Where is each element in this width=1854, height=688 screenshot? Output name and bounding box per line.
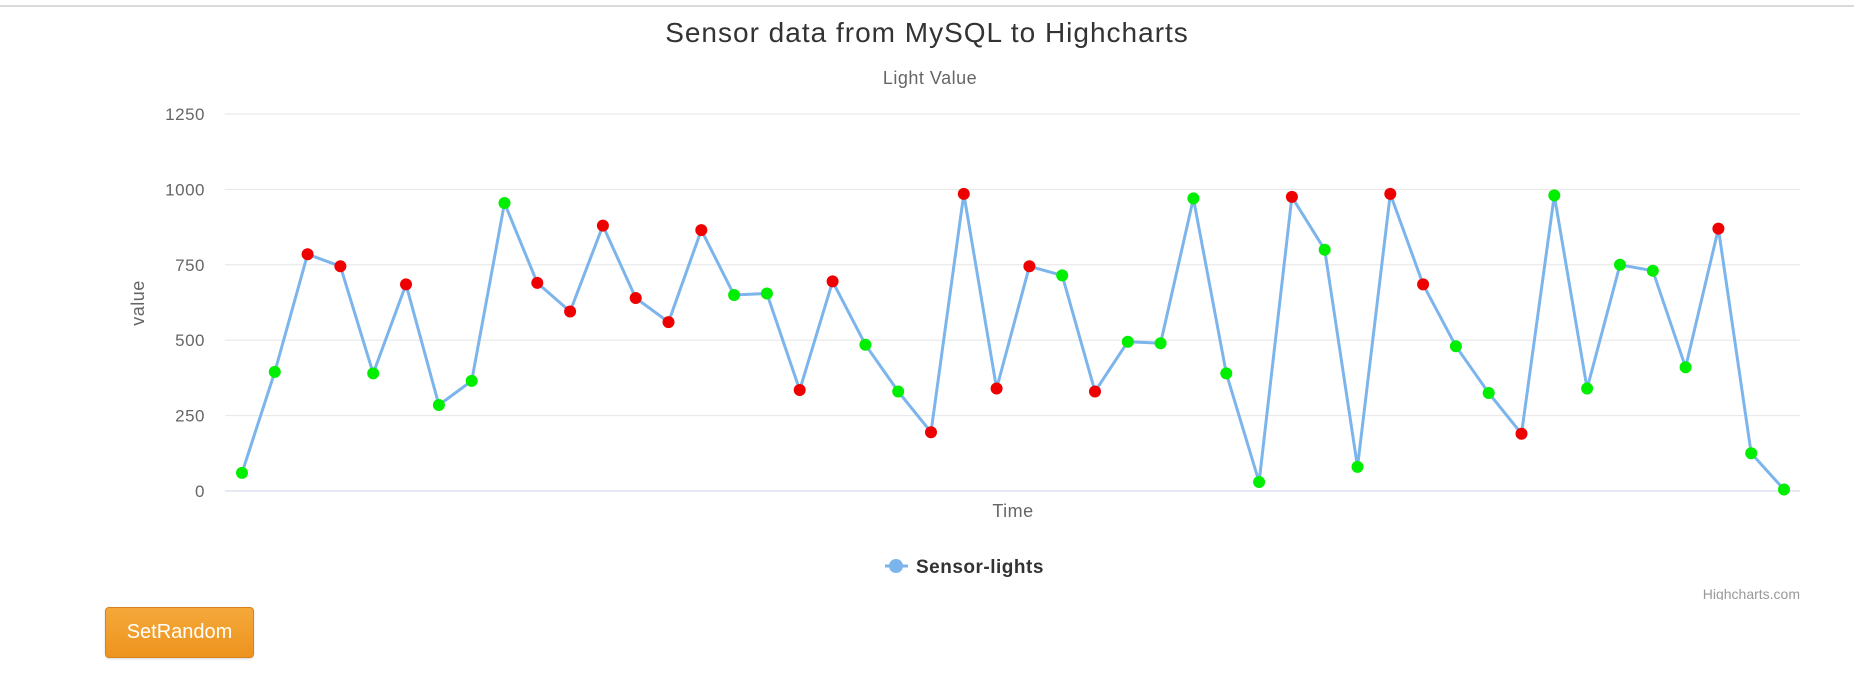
data-point[interactable] [1745, 447, 1758, 460]
data-point[interactable] [596, 219, 609, 232]
y-tick-label: 750 [175, 256, 205, 275]
data-point[interactable] [629, 292, 642, 304]
data-point[interactable] [662, 316, 675, 329]
data-point[interactable] [1023, 260, 1036, 273]
data-point[interactable] [1253, 476, 1266, 488]
sensor-chart: Sensor data from MySQL to Highcharts Lig… [128, 17, 1800, 600]
data-point[interactable] [859, 338, 872, 351]
legend-item-sensor-lights[interactable]: Sensor-lights [916, 557, 1044, 578]
data-point[interactable] [268, 365, 281, 378]
data-point[interactable] [301, 248, 314, 261]
data-point[interactable] [1417, 278, 1430, 291]
series-line-sensor-lights [240, 192, 1786, 491]
data-point[interactable] [1089, 385, 1101, 398]
data-point[interactable] [432, 399, 445, 411]
y-tick-labels: 0 250 500 750 1000 1250 [165, 105, 205, 501]
data-point[interactable] [1778, 483, 1790, 496]
data-point[interactable] [957, 187, 970, 200]
data-point[interactable] [334, 260, 347, 273]
chart-subtitle: Light Value [883, 68, 977, 88]
data-point[interactable] [925, 426, 937, 439]
data-point[interactable] [1548, 189, 1561, 202]
data-point[interactable] [367, 367, 380, 380]
y-tick-label: 1250 [165, 105, 205, 124]
data-point[interactable] [531, 276, 544, 289]
y-axis-title: value [128, 280, 148, 326]
data-point[interactable] [1285, 190, 1298, 203]
data-point[interactable] [1679, 361, 1692, 374]
data-point[interactable] [1220, 367, 1233, 380]
data-point[interactable] [465, 374, 478, 387]
data-point[interactable] [1482, 387, 1495, 399]
data-point[interactable] [236, 466, 248, 479]
data-point[interactable] [498, 197, 511, 209]
y-gridlines [225, 113, 1800, 417]
data-point[interactable] [1515, 427, 1528, 440]
set-random-button[interactable]: SetRandom [105, 607, 254, 658]
y-tick-label: 0 [195, 482, 205, 501]
data-point[interactable] [1121, 335, 1134, 348]
data-point[interactable] [1449, 340, 1462, 353]
data-points [236, 187, 1790, 496]
data-point[interactable] [564, 305, 577, 318]
data-point[interactable] [1581, 382, 1594, 395]
data-point[interactable] [826, 275, 839, 288]
data-point[interactable] [695, 224, 708, 237]
data-point[interactable] [990, 382, 1003, 395]
top-divider [0, 5, 1854, 7]
chart-title: Sensor data from MySQL to Highcharts [665, 17, 1189, 48]
data-point[interactable] [1614, 258, 1626, 271]
data-point[interactable] [1384, 187, 1397, 200]
x-axis-title: Time [992, 501, 1033, 521]
data-point[interactable] [1056, 269, 1069, 282]
data-point[interactable] [1646, 264, 1659, 277]
y-tick-label: 500 [175, 331, 205, 350]
legend[interactable]: Sensor-lights [885, 557, 1044, 578]
data-point[interactable] [728, 289, 741, 301]
data-point[interactable] [892, 385, 905, 398]
data-point[interactable] [1351, 460, 1364, 473]
legend-marker-icon [889, 559, 903, 573]
data-point[interactable] [760, 287, 773, 300]
data-point[interactable] [1187, 192, 1200, 205]
data-point[interactable] [1154, 337, 1167, 350]
y-tick-label: 1000 [165, 180, 205, 199]
data-point[interactable] [400, 278, 412, 291]
data-point[interactable] [1318, 243, 1331, 256]
data-point[interactable] [1712, 222, 1725, 235]
credits-link[interactable]: Highcharts.com [1703, 586, 1800, 600]
y-tick-label: 250 [175, 407, 205, 426]
data-point[interactable] [793, 384, 806, 396]
